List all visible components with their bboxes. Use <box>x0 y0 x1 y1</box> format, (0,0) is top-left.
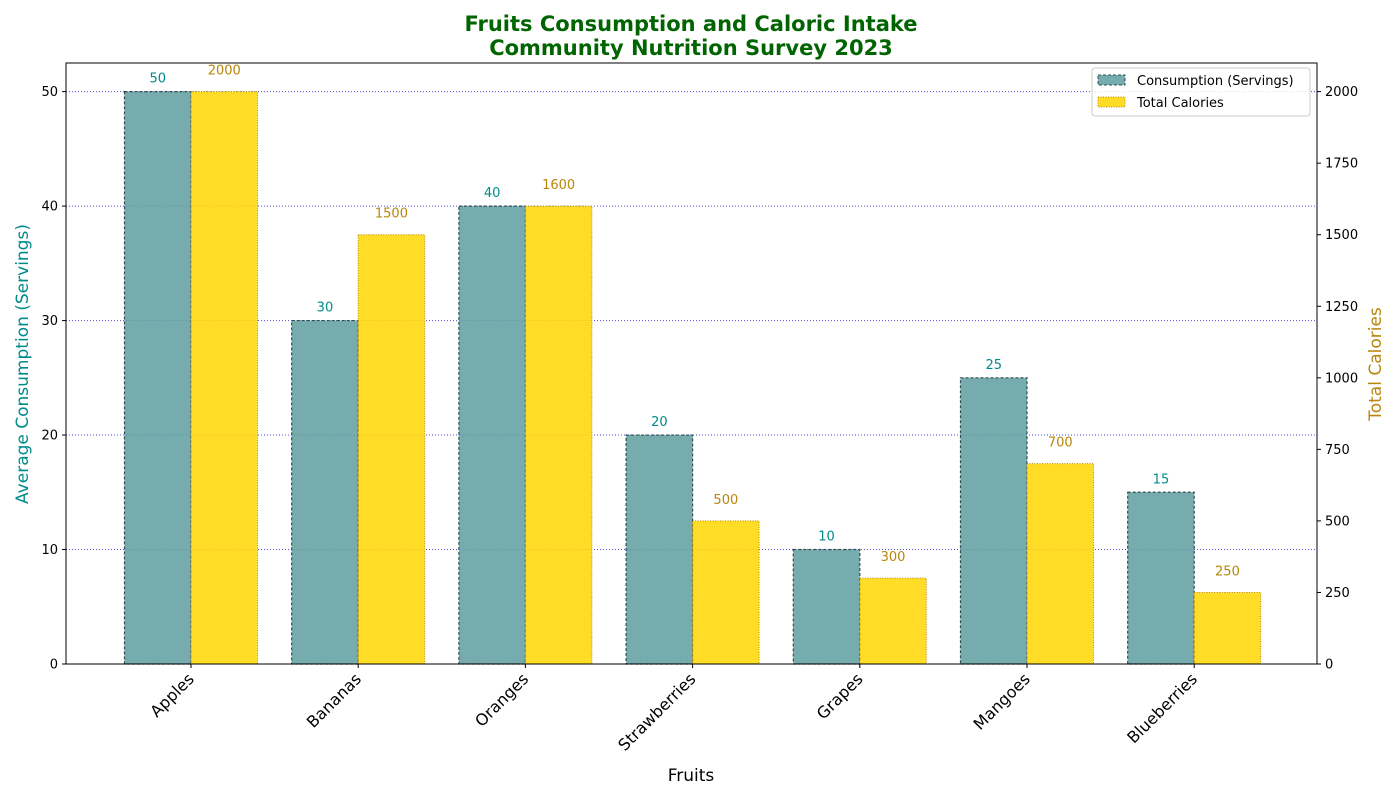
x-tick-label: Grapes <box>813 669 867 723</box>
x-axis-ticks: Apples Bananas Oranges Strawberries Grapes Ma… <box>146 664 1201 755</box>
bar-calories <box>191 92 258 664</box>
x-tick-label: Oranges <box>471 669 532 730</box>
data-label-calories: 500 <box>713 493 738 508</box>
data-label-consumption: 10 <box>818 530 835 545</box>
bar-calories <box>358 235 425 664</box>
data-label-consumption: 25 <box>985 358 1002 373</box>
y-tick-label: 30 <box>41 314 58 329</box>
data-label-consumption: 50 <box>149 72 166 87</box>
y2-tick-label: 1000 <box>1325 371 1358 386</box>
bars-layer <box>125 92 1261 664</box>
data-label-calories: 1500 <box>375 207 408 222</box>
y2-tick-label: 1750 <box>1325 157 1358 172</box>
y-tick-label: 40 <box>41 200 58 215</box>
y-tick-label: 10 <box>41 543 58 558</box>
y-tick-label: 20 <box>41 429 58 444</box>
bar-calories <box>693 521 760 664</box>
y-tick-label: 50 <box>41 85 58 100</box>
legend-swatch-consumption <box>1098 75 1125 85</box>
bar-consumption <box>292 321 359 664</box>
data-label-consumption: 40 <box>484 186 501 201</box>
bar-calories <box>860 578 927 664</box>
left-axis-ticks: 0 10 20 30 40 50 <box>41 85 66 672</box>
data-label-consumption: 15 <box>1153 472 1170 487</box>
y2-tick-label: 2000 <box>1325 85 1358 100</box>
y2-tick-label: 1500 <box>1325 228 1358 243</box>
x-tick-label: Mangoes <box>970 669 1034 733</box>
data-label-calories: 250 <box>1215 564 1240 579</box>
y2-tick-label: 500 <box>1325 514 1350 529</box>
bar-consumption <box>1128 492 1195 664</box>
chart-title: Fruits Consumption and Caloric Intake <box>464 12 917 36</box>
x-tick-label: Blueberries <box>1123 669 1201 747</box>
legend-label-consumption: Consumption (Servings) <box>1137 74 1294 89</box>
y2-tick-label: 250 <box>1325 586 1350 601</box>
x-tick-label: Bananas <box>303 669 365 731</box>
y2-tick-label: 750 <box>1325 443 1350 458</box>
x-tick-label: Strawberries <box>614 669 699 754</box>
x-tick-label: Apples <box>146 669 198 721</box>
bar-calories <box>1194 592 1261 664</box>
x-axis-label: Fruits <box>668 766 715 786</box>
y-axis-label: Average Consumption (Servings) <box>13 224 33 504</box>
y-tick-label: 0 <box>50 658 58 673</box>
bar-consumption <box>793 550 860 664</box>
y2-tick-label: 1250 <box>1325 300 1358 315</box>
y2-tick-label: 0 <box>1325 658 1333 673</box>
data-label-consumption: 20 <box>651 415 668 430</box>
bar-calories <box>525 206 592 664</box>
y2-axis-label: Total Calories <box>1366 307 1386 422</box>
data-label-calories: 300 <box>881 550 906 565</box>
bar-consumption <box>626 435 693 664</box>
data-label-consumption: 30 <box>317 301 334 316</box>
bar-consumption <box>125 92 192 664</box>
data-label-calories: 700 <box>1048 436 1073 451</box>
legend-swatch-calories <box>1098 97 1125 107</box>
bar-consumption <box>961 378 1028 664</box>
legend: Consumption (Servings) Total Calories <box>1092 68 1310 116</box>
data-label-calories: 1600 <box>542 178 575 193</box>
right-axis-ticks: 0 250 500 750 1000 1250 1500 1750 2000 <box>1317 85 1358 672</box>
chart-subtitle: Community Nutrition Survey 2023 <box>489 36 893 60</box>
bar-calories <box>1027 464 1094 664</box>
legend-label-calories: Total Calories <box>1136 96 1224 111</box>
data-label-calories: 2000 <box>208 64 241 79</box>
bar-consumption <box>459 206 526 664</box>
